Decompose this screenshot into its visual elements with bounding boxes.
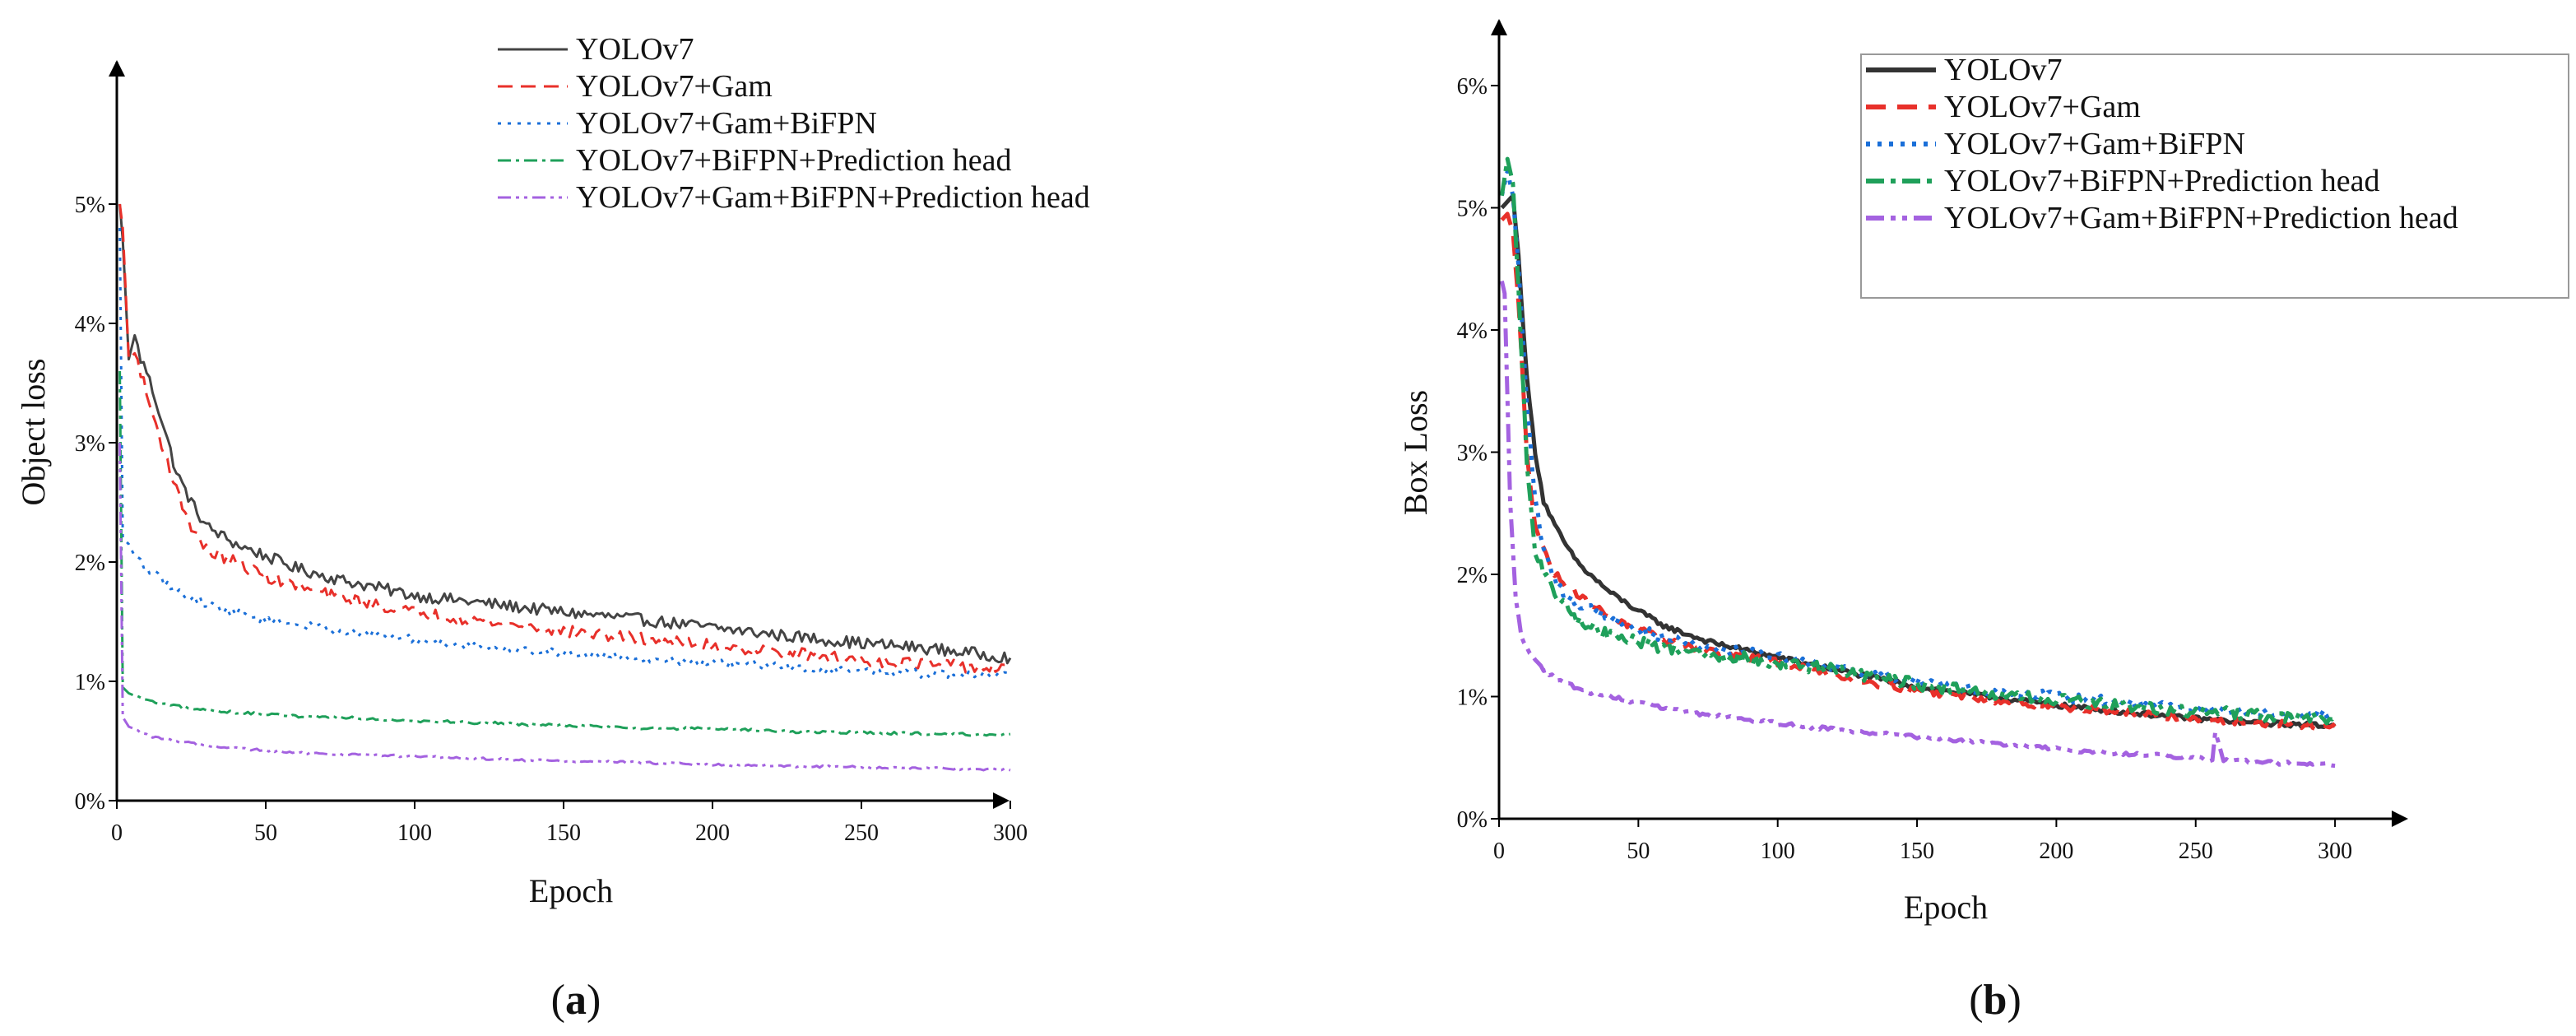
legend-label: YOLOv7+Gam+BiFPN+Prediction head — [1944, 201, 2458, 235]
x-tick-label: 200 — [695, 820, 730, 846]
y-axis-title-b: Box Loss — [1397, 390, 1434, 515]
y-tick-label: 2% — [1457, 563, 1488, 588]
ticks-a: 0 50 100 150 200 250 300 0% 1% 2% 3% 4% 5% — [75, 193, 1028, 846]
x-tick-label: 50 — [1627, 839, 1650, 864]
x-tick-label: 150 — [1900, 839, 1934, 864]
y-tick-label: 4% — [75, 312, 105, 337]
y-tick-label: 1% — [1457, 685, 1488, 711]
x-tick-label: 300 — [2318, 839, 2352, 864]
y-tick-label: 0% — [75, 789, 105, 815]
series-line-a-3 — [118, 227, 1012, 680]
series-line-a-5 — [118, 442, 1011, 772]
legend-label: YOLOv7 — [576, 32, 694, 67]
series-line-a-4 — [118, 370, 1011, 737]
x-tick-label: 50 — [254, 820, 277, 846]
series-line-b-4 — [1499, 156, 2337, 726]
x-axis-title-b: Epoch — [1904, 889, 1988, 926]
series-line-b-3 — [1499, 169, 2337, 721]
chart-panel-b: 0 50 100 150 200 250 300 0% 1% 2% 3% 4% 5% 6% Epoch B… — [1397, 19, 2569, 1024]
legend-label: YOLOv7+Gam — [576, 69, 773, 104]
legend-label: YOLOv7+Gam+BiFPN — [1944, 127, 2245, 161]
y-axis-arrow-b — [1491, 19, 1507, 35]
legend-label: YOLOv7+Gam+BiFPN+Prediction head — [576, 180, 1090, 215]
x-tick-label: 200 — [2039, 839, 2073, 864]
y-axis-title-a: Object loss — [15, 359, 52, 506]
y-tick-label: 6% — [1457, 74, 1488, 100]
panel-caption-letter-a: a — [565, 977, 587, 1024]
y-tick-label: 5% — [1457, 197, 1488, 222]
y-tick-label: 3% — [1457, 441, 1488, 467]
series-line-a-2 — [118, 203, 1010, 674]
x-axis-arrow-b — [2392, 811, 2408, 827]
x-axis-arrow-a — [993, 792, 1010, 809]
series-line-b-2 — [1500, 211, 2337, 732]
legend-a: YOLOv7YOLOv7+GamYOLOv7+Gam+BiFPNYOLOv7+B… — [498, 32, 1090, 215]
x-tick-label: 100 — [397, 820, 432, 846]
chart-panel-a: 0 50 100 150 200 250 300 0% 1% 2% 3% 4% 5% Epoch Obj… — [15, 32, 1090, 1024]
y-tick-label: 3% — [75, 431, 105, 457]
y-tick-label: 4% — [1457, 318, 1488, 344]
y-tick-label: 1% — [75, 670, 105, 695]
y-tick-label: 5% — [75, 193, 105, 218]
x-tick-label: 0 — [1493, 839, 1505, 864]
panel-caption-b: (b) — [1969, 977, 2021, 1024]
legend-label: YOLOv7+BiFPN+Prediction head — [576, 143, 1011, 178]
x-tick-label: 300 — [993, 820, 1028, 846]
y-tick-label: 2% — [75, 551, 105, 576]
legend-label: YOLOv7+BiFPN+Prediction head — [1944, 164, 2379, 198]
legend-b: YOLOv7YOLOv7+GamYOLOv7+Gam+BiFPNYOLOv7+B… — [1860, 53, 2569, 299]
series-group-a — [118, 203, 1012, 772]
ticks-b: 0 50 100 150 200 250 300 0% 1% 2% 3% 4% 5% 6% — [1457, 74, 2352, 864]
x-tick-label: 250 — [844, 820, 879, 846]
series-line-b-5 — [1499, 281, 2336, 769]
series-line-b-1 — [1500, 193, 2337, 730]
x-tick-label: 0 — [111, 820, 123, 846]
panel-caption-letter-b: b — [1984, 977, 2007, 1024]
y-axis-arrow-a — [109, 60, 125, 77]
y-tick-label: 0% — [1457, 807, 1488, 833]
legend-label: YOLOv7+Gam — [1944, 90, 2141, 124]
x-tick-label: 150 — [546, 820, 581, 846]
legend-label: YOLOv7 — [1944, 53, 2063, 87]
x-tick-label: 250 — [2179, 839, 2213, 864]
series-line-a-1 — [118, 203, 1012, 665]
panel-caption-a: (a) — [551, 977, 601, 1024]
series-group-b — [1499, 156, 2337, 769]
legend-label: YOLOv7+Gam+BiFPN — [576, 106, 877, 141]
legend-box-b — [1860, 53, 2569, 299]
x-tick-label: 100 — [1761, 839, 1795, 864]
x-axis-title-a: Epoch — [529, 872, 613, 909]
